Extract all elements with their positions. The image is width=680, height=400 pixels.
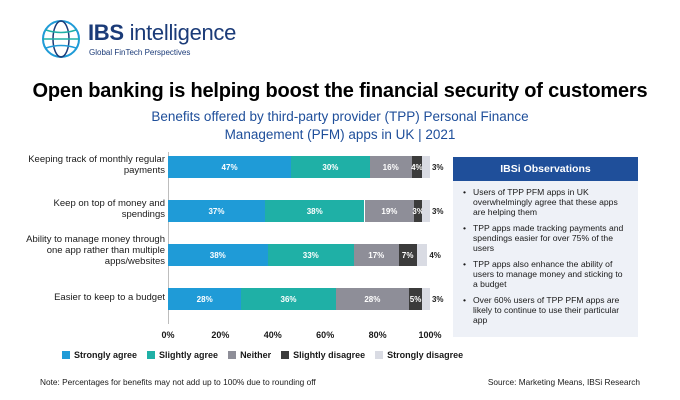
x-tick-label: 40% — [263, 330, 282, 340]
observation-item: Users of TPP PFM apps in UK overwhelming… — [463, 187, 628, 217]
bar-segment: 28% — [335, 288, 410, 310]
legend-label: Neither — [240, 350, 272, 360]
data-label: 4% — [411, 162, 423, 172]
data-label: 3% — [412, 206, 424, 216]
bar-segment: 36% — [241, 288, 336, 310]
data-label: 33% — [302, 250, 319, 260]
data-label: 3% — [431, 162, 444, 172]
x-tick-label: 60% — [316, 330, 335, 340]
bar-row: 38% 33% 17% 7% 4% — [168, 244, 441, 266]
category-label: Ability to manage money through one app … — [26, 234, 165, 267]
bar-segment: 3% — [422, 156, 444, 178]
bar-segment: 38% — [264, 200, 365, 222]
data-label: 28% — [196, 294, 213, 304]
legend-label: Strongly agree — [74, 350, 138, 360]
legend-swatch — [228, 351, 237, 359]
legend-label: Slightly disagree — [293, 350, 366, 360]
legend-swatch — [62, 351, 70, 359]
bar-segment: 17% — [354, 244, 399, 266]
footnote: Note: Percentages for benefits may not a… — [40, 377, 316, 387]
observation-item: TPP apps made tracking payments and spen… — [463, 223, 628, 253]
data-label: 36% — [280, 294, 297, 304]
stacked-bar-chart: Keeping track of monthly regular payment… — [0, 150, 460, 365]
x-tick-label: 100% — [418, 330, 442, 340]
x-tick-label: 80% — [368, 330, 387, 340]
bar-segment: 16% — [369, 156, 412, 178]
category-label: Keep on top of money and spendings — [53, 198, 165, 220]
bar-row: 37% 38% 19% 3% 3% — [168, 200, 444, 222]
legend-item: Strongly agree — [62, 350, 137, 360]
bar-segment: 28% — [168, 288, 242, 310]
legend-label: Slightly agree — [159, 350, 219, 360]
chart-legend: Strongly agree Slightly agree Neither Sligh… — [62, 350, 463, 360]
data-label: 7% — [401, 250, 414, 260]
y-axis-line — [168, 152, 169, 324]
data-label: 17% — [368, 250, 385, 260]
bar-segment: 4% — [416, 244, 441, 266]
bar-segment: 3% — [412, 200, 424, 222]
observations-title: IBSi Observations — [453, 157, 638, 181]
bar-segment: 19% — [364, 200, 415, 222]
data-label: 30% — [322, 162, 339, 172]
chart-title: Open banking is helping boost the financ… — [32, 80, 648, 102]
legend-swatch — [375, 351, 384, 359]
brand-name-light: intelligence — [123, 20, 237, 45]
bar-segment: 3% — [422, 288, 444, 310]
category-label: Keeping track of monthly regular payment… — [28, 154, 165, 176]
x-tick-label: 20% — [211, 330, 230, 340]
bar-segment: 37% — [168, 200, 265, 222]
bar-segment: 5% — [409, 288, 423, 310]
data-label: 37% — [208, 206, 225, 216]
legend-item: Slightly agree — [147, 350, 218, 360]
data-label: 3% — [431, 294, 444, 304]
category-label: Easier to keep to a budget — [54, 292, 165, 303]
brand-logo: IBS intelligence Global FinTech Perspect… — [40, 18, 240, 62]
bar-segment: 30% — [291, 156, 370, 178]
brand-name-bold: IBS — [88, 20, 124, 45]
data-label: 3% — [431, 206, 444, 216]
data-label: 16% — [382, 162, 399, 172]
legend-item: Neither — [228, 350, 271, 360]
data-label: 38% — [306, 206, 323, 216]
data-label: 5% — [409, 294, 422, 304]
observations-panel: IBSi Observations Users of TPP PFM apps … — [453, 157, 638, 337]
observation-item: Over 60% users of TPP PFM apps are likel… — [463, 295, 628, 325]
bar-segment: 47% — [168, 156, 292, 178]
legend-swatch — [281, 351, 290, 359]
legend-swatch — [147, 351, 156, 359]
legend-label: Strongly disagree — [387, 350, 464, 360]
x-tick-label: 0% — [161, 330, 175, 340]
data-label: 47% — [221, 162, 238, 172]
bar-segment: 4% — [411, 156, 423, 178]
bar-segment: 33% — [267, 244, 354, 266]
chart-subtitle: Benefits offered by third-party provider… — [151, 109, 529, 142]
globe-logo-icon — [42, 20, 80, 58]
bar-row: 28% 36% 28% 5% 3% — [168, 288, 444, 310]
source-note: Source: Marketing Means, IBSi Research — [487, 377, 640, 387]
bar-segment: 7% — [398, 244, 417, 266]
observations-list: Users of TPP PFM apps in UK overwhelming… — [453, 181, 638, 325]
bar-segment: 3% — [422, 200, 444, 222]
data-label: 38% — [209, 250, 226, 260]
legend-item: Slightly disagree — [281, 350, 365, 360]
legend-item: Strongly disagree — [375, 350, 463, 360]
data-label: 4% — [429, 250, 441, 260]
bar-row: 47% 30% 16% 4% 3% — [168, 156, 444, 178]
brand-tagline: Global FinTech Perspectives — [89, 48, 191, 57]
data-label: 19% — [381, 206, 398, 216]
bar-segment: 38% — [168, 244, 268, 266]
brand-name: IBS intelligence — [88, 20, 236, 46]
data-label: 28% — [364, 294, 381, 304]
observation-item: TPP apps also enhance the ability of use… — [463, 259, 628, 289]
